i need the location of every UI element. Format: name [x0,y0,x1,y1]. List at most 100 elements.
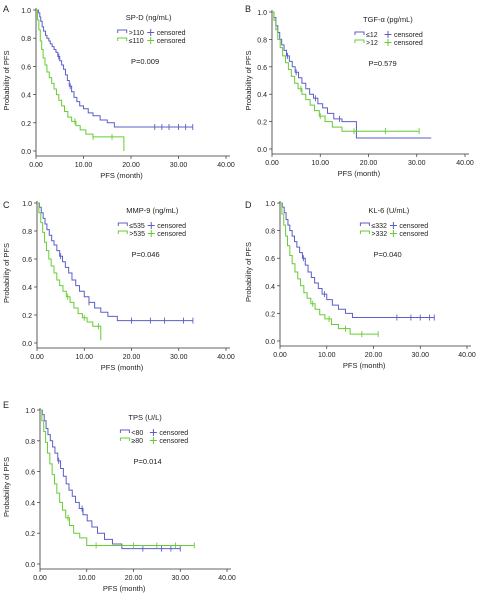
p-value-label: P=0.046 [132,250,160,259]
y-axis-label: Probability of PFS [2,50,11,110]
km-curve-series-1 [280,202,379,335]
y-tick-label: 0.8 [21,36,31,43]
legend-censored-label: censored [157,223,186,230]
km-panel-b: B 0.0 0.2 0.4 0.6 0.8 1.0 0.00 10.00 20.00 30.00 40… [244,4,474,178]
legend-label: ≤110 [129,38,144,45]
legend-swatch [117,230,128,234]
legend-swatch [119,437,130,441]
x-tick-label: 0.00 [33,575,47,582]
y-tick-label: 0.6 [25,470,35,477]
km-panel-a: A 0.0 0.2 0.4 0.6 0.8 1.0 0.00 10.00 20.00 30.00 40… [2,4,235,180]
y-tick-label: 1.0 [21,8,31,15]
y-tick-label: 0.8 [257,37,267,44]
legend-swatch [117,29,128,33]
chart-title: MMP-9 (ng/mL) [126,206,179,215]
y-axis-label: Probability of PFS [2,457,11,517]
km-curve-series-1 [40,409,195,547]
x-axis-label: PFS (month) [100,171,143,180]
y-tick-label: 0.0 [25,562,35,569]
legend-censored-label: censored [394,40,423,47]
legend-censored-marker [147,222,155,229]
km-curve-series-0 [40,409,181,550]
y-tick-label: 0.4 [265,284,275,291]
x-tick-label: 20.00 [123,354,141,361]
km-panel-c: C 0.0 0.2 0.4 0.6 0.8 1.0 0.00 10.00 20.00 30.00 40… [2,200,235,372]
legend-censored-marker [384,31,392,38]
legend-label: >535 [129,231,145,238]
legend-label: >110 [129,30,144,37]
p-value-label: P=0.040 [374,250,402,259]
x-tick-label: 10.00 [311,160,329,167]
chart-title: TGF-α (pg/mL) [363,15,413,24]
km-curve-series-1 [272,11,420,132]
y-tick-label: 0.6 [257,65,267,72]
legend-censored-label: censored [159,430,188,437]
chart-title: KL-6 (U/mL) [368,206,409,215]
legend-swatch [354,31,365,35]
x-tick-label: 20.00 [365,352,383,359]
km-panel-e: E 0.0 0.2 0.4 0.6 0.8 1.0 0.00 10.00 20.00 30.00 40… [2,400,236,593]
legend-label: >12 [366,40,378,47]
y-axis-label: Probability of PFS [244,242,253,302]
x-axis-label: PFS (month) [343,361,386,370]
x-axis-label: PFS (month) [103,584,146,593]
x-tick-label: 20.00 [360,160,378,167]
chart-title: TPS (U/L) [128,413,162,422]
chart-title: SP-D (ng/mL) [126,13,172,22]
legend-swatch [359,222,370,226]
y-tick-label: 0.4 [25,500,35,507]
x-tick-label: 30.00 [170,162,188,169]
legend-censored-marker [147,37,155,44]
x-tick-label: 0.00 [265,160,279,167]
y-tick-label: 0.2 [265,311,275,318]
x-axis-label: PFS (month) [338,169,381,178]
panel-label: E [3,400,9,410]
legend-label: ≥80 [131,438,143,445]
x-tick-label: 0.00 [273,352,287,359]
legend-swatch [359,230,370,234]
y-axis-label: Probability of PFS [244,50,253,110]
legend-censored-label: censored [157,30,186,37]
y-tick-label: 0.8 [22,229,32,236]
legend-censored-marker [147,29,155,36]
p-value-label: P=0.014 [134,457,162,466]
km-panel-d: D 0.0 0.2 0.4 0.6 0.8 1.0 0.00 10.00 20.00 30.00 40… [244,200,476,370]
y-tick-label: 1.0 [25,408,35,415]
y-tick-label: 0.4 [257,92,267,99]
p-value-label: P=0.579 [369,59,397,68]
y-tick-label: 1.0 [265,201,275,208]
x-tick-label: 30.00 [408,160,426,167]
legend-censored-marker [384,39,392,46]
x-tick-label: 0.00 [30,354,44,361]
x-tick-label: 0.00 [29,162,43,169]
x-tick-label: 30.00 [411,352,429,359]
x-tick-label: 10.00 [75,354,93,361]
x-tick-label: 40.00 [218,575,236,582]
legend-label: ≤12 [366,32,378,39]
x-tick-label: 40.00 [217,354,235,361]
y-tick-label: 1.0 [22,201,32,208]
x-tick-label: 40.00 [456,160,474,167]
legend-censored-marker [389,230,397,237]
km-curve-series-0 [36,9,193,128]
km-curve-series-0 [280,202,435,319]
km-curve-series-0 [37,202,193,322]
legend-label: ≤332 [371,223,387,230]
y-tick-label: 0.8 [265,229,275,236]
y-tick-label: 0.0 [265,339,275,346]
legend-censored-marker [147,230,155,237]
x-tick-label: 40.00 [458,352,476,359]
y-tick-label: 0.4 [22,285,32,292]
y-tick-label: 0.6 [265,256,275,263]
x-tick-label: 30.00 [170,354,188,361]
legend-censored-label: censored [399,223,428,230]
legend-censored-marker [149,437,157,444]
legend-censored-label: censored [159,438,188,445]
x-tick-label: 40.00 [217,162,235,169]
y-tick-label: 0.4 [21,93,31,100]
legend-censored-marker [149,429,157,436]
legend-censored-marker [389,222,397,229]
legend-swatch [354,39,365,43]
y-tick-label: 0.2 [22,313,32,320]
